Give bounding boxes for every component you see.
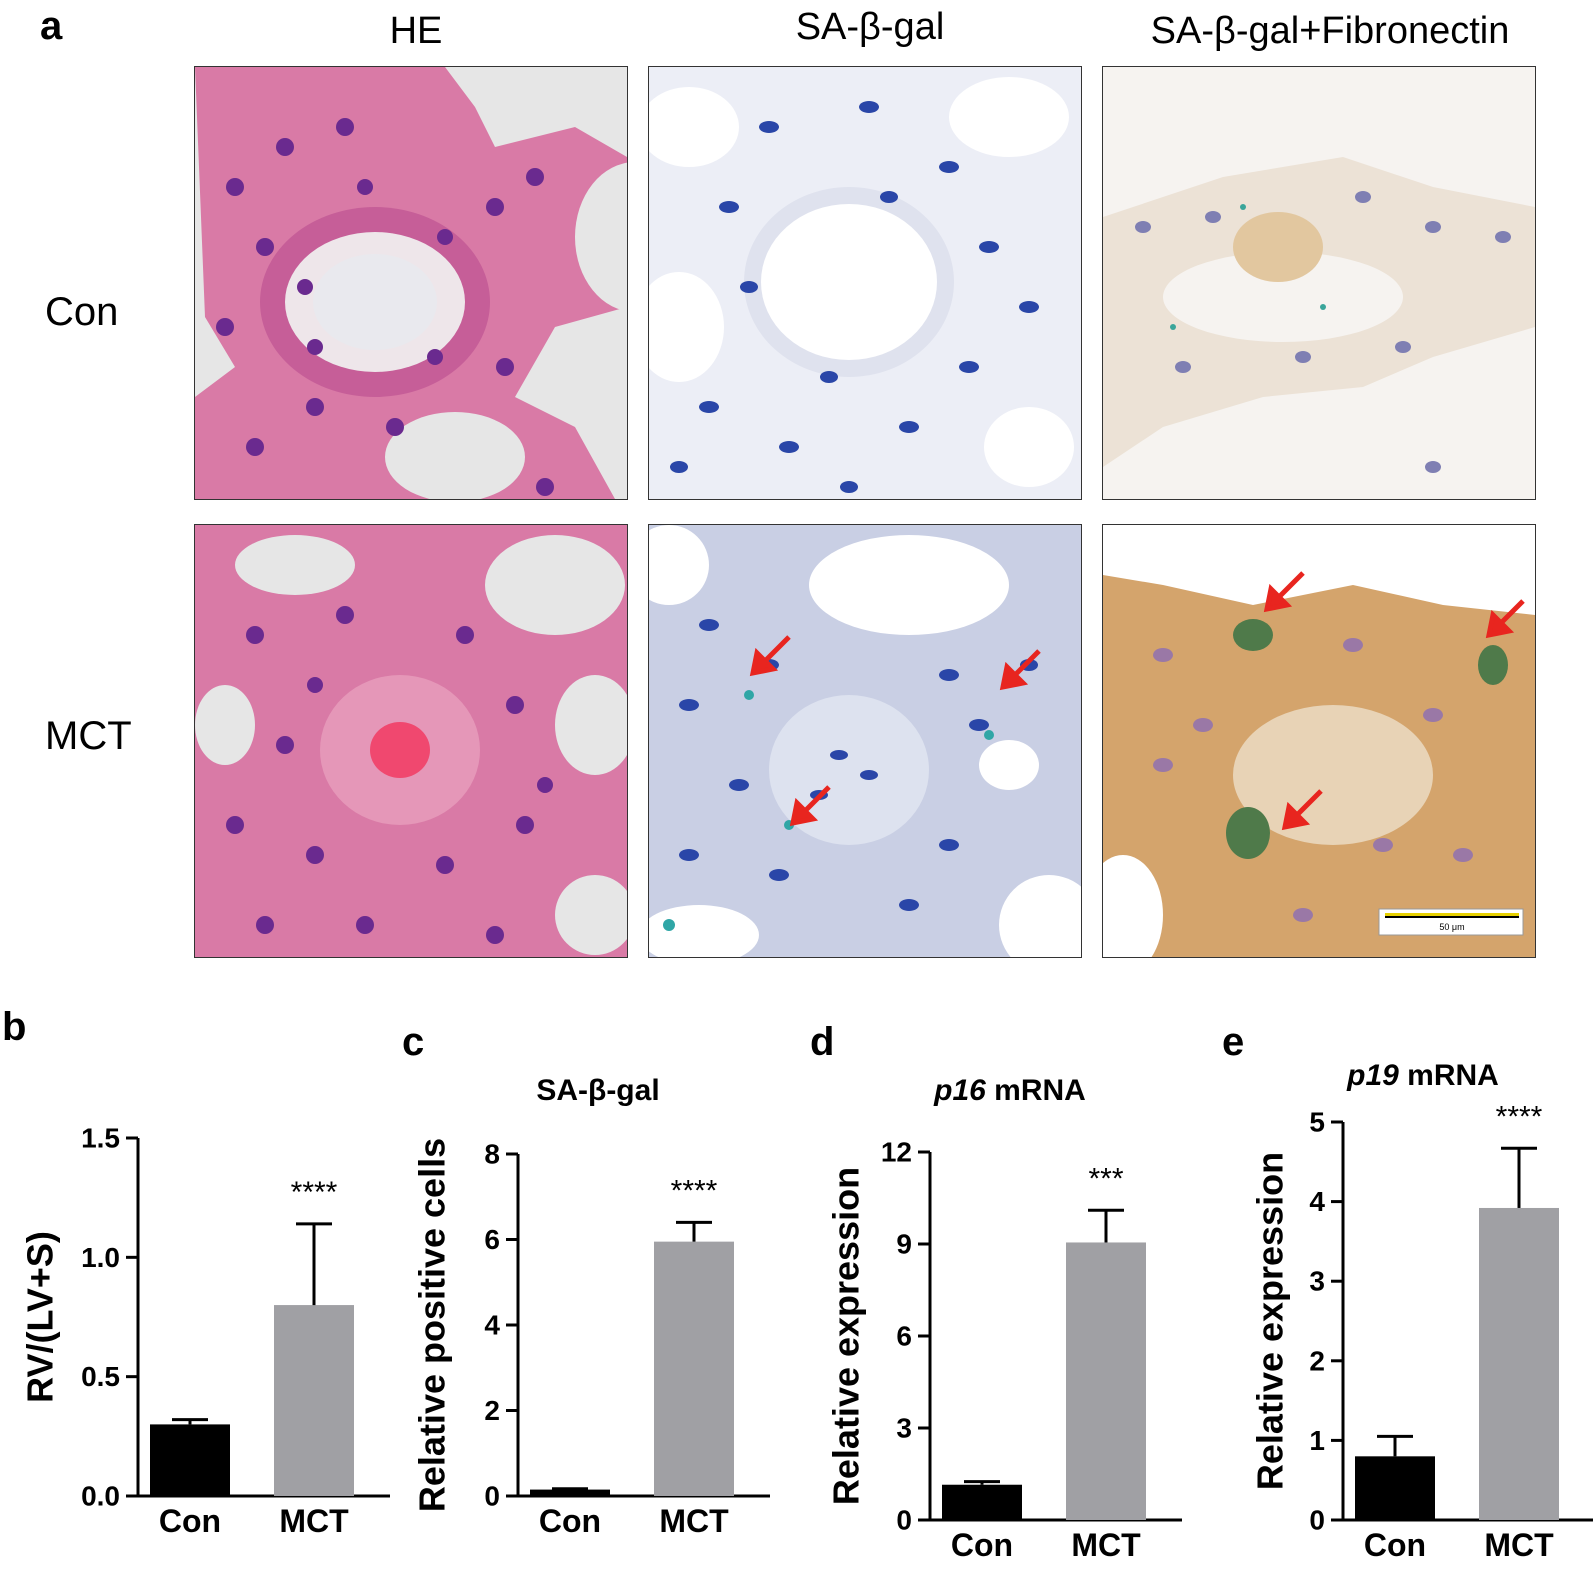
y-tick-label-e: 5 bbox=[1309, 1107, 1325, 1138]
x-tick-label-e: Con bbox=[1364, 1527, 1426, 1563]
panel-letter-e: e bbox=[1222, 1020, 1244, 1064]
bar-d-con bbox=[942, 1484, 1022, 1520]
y-tick-label-e: 4 bbox=[1309, 1186, 1325, 1217]
y-tick-label-d: 12 bbox=[881, 1137, 912, 1168]
chart-b: b RV/(LV+S) 0.0 0.5 1.0 1.5 Con MCT **** bbox=[2, 1005, 390, 1539]
y-tick-label-c: 0 bbox=[484, 1481, 500, 1512]
chart-c: c SA-β-gal Relative positive cells 0 2 4 6 8 Con… bbox=[402, 1020, 770, 1539]
y-tick-label-e: 1 bbox=[1309, 1425, 1325, 1456]
chart-title-rest-e: mRNA bbox=[1399, 1059, 1499, 1092]
y-tick-label-c: 6 bbox=[484, 1224, 500, 1255]
y-tick-label-d: 3 bbox=[896, 1413, 912, 1444]
bar-c-mct bbox=[654, 1241, 734, 1496]
bar-charts-area: b RV/(LV+S) 0.0 0.5 1.0 1.5 Con MCT **** c SA-β-ga… bbox=[2, 1005, 1593, 1563]
micrograph-sa-beta-gal-mct bbox=[648, 524, 1082, 958]
x-tick-label-d: Con bbox=[951, 1527, 1013, 1563]
chart-d: d p16 mRNA Relative expression 0 3 6 9 12 Con MCT… bbox=[810, 1020, 1182, 1563]
y-tick-label-e: 2 bbox=[1309, 1345, 1325, 1376]
y-tick-label-b: 0.5 bbox=[81, 1361, 120, 1392]
y-tick-label-c: 8 bbox=[484, 1139, 500, 1170]
panel-letter-c: c bbox=[402, 1020, 424, 1064]
y-tick-label-b: 0.0 bbox=[81, 1481, 120, 1512]
row-label-con: Con bbox=[45, 290, 119, 334]
micrograph-he-con bbox=[194, 66, 628, 500]
panel-letter-b: b bbox=[2, 1005, 26, 1049]
significance-label-b: **** bbox=[291, 1176, 338, 1209]
chart-title-e: p19 mRNA bbox=[1346, 1059, 1499, 1092]
panel-letter-d: d bbox=[810, 1020, 834, 1064]
y-tick-label-c: 2 bbox=[484, 1395, 500, 1426]
y-axis-label-e: Relative expression bbox=[1250, 1152, 1291, 1490]
chart-title-italic-d: p16 bbox=[933, 1074, 986, 1107]
bar-e-mct bbox=[1479, 1207, 1559, 1520]
bar-d-mct bbox=[1066, 1242, 1146, 1520]
y-tick-label-e: 3 bbox=[1309, 1266, 1325, 1297]
column-title-sa-beta-gal: SA-β-gal bbox=[795, 6, 945, 48]
chart-title-c: SA-β-gal bbox=[536, 1074, 659, 1107]
y-tick-label-d: 0 bbox=[896, 1505, 912, 1536]
scale-bar-label: 50 μm bbox=[1439, 922, 1464, 932]
y-tick-label-d: 6 bbox=[896, 1321, 912, 1352]
y-tick-label-d: 9 bbox=[896, 1229, 912, 1260]
micrograph-sa-beta-gal-fibronectin-mct: 50 μm bbox=[1102, 524, 1536, 958]
bar-e-con bbox=[1355, 1456, 1435, 1520]
chart-e: e p19 mRNA Relative expression 0 1 2 3 4 5 Con MCT… bbox=[1222, 1020, 1593, 1563]
significance-label-c: **** bbox=[671, 1174, 718, 1207]
y-tick-label-e: 0 bbox=[1309, 1505, 1325, 1536]
column-title-he: HE bbox=[389, 10, 443, 52]
row-label-mct: MCT bbox=[45, 714, 132, 758]
micrograph-he-mct bbox=[194, 524, 628, 958]
x-tick-label-c: Con bbox=[539, 1503, 601, 1539]
x-tick-label-b: Con bbox=[159, 1503, 221, 1539]
panel-a-letter: a bbox=[40, 4, 63, 48]
x-tick-label-e: MCT bbox=[1484, 1527, 1554, 1563]
y-axis-label-b: RV/(LV+S) bbox=[20, 1231, 61, 1403]
y-tick-label-b: 1.5 bbox=[81, 1123, 120, 1154]
significance-label-d: *** bbox=[1088, 1162, 1123, 1195]
micrograph-sa-beta-gal-fibronectin-con bbox=[1102, 66, 1536, 500]
bar-c-con bbox=[530, 1489, 610, 1496]
x-tick-label-d: MCT bbox=[1071, 1527, 1141, 1563]
significance-label-e: **** bbox=[1496, 1100, 1543, 1133]
y-tick-label-c: 4 bbox=[484, 1310, 500, 1341]
chart-title-rest-d: mRNA bbox=[986, 1074, 1086, 1107]
chart-title-italic-e: p19 bbox=[1346, 1059, 1399, 1092]
y-tick-label-b: 1.0 bbox=[81, 1242, 120, 1273]
y-axis-label-c: Relative positive cells bbox=[412, 1138, 453, 1512]
micrograph-sa-beta-gal-con bbox=[648, 66, 1082, 500]
x-tick-label-b: MCT bbox=[279, 1503, 349, 1539]
column-title-sa-beta-gal-fibronectin: SA-β-gal+Fibronectin bbox=[1150, 10, 1510, 52]
x-tick-label-c: MCT bbox=[659, 1503, 729, 1539]
bar-b-mct bbox=[274, 1305, 354, 1496]
bar-b-con bbox=[150, 1424, 230, 1496]
chart-title-d: p16 mRNA bbox=[933, 1074, 1086, 1107]
y-axis-label-d: Relative expression bbox=[826, 1167, 867, 1505]
